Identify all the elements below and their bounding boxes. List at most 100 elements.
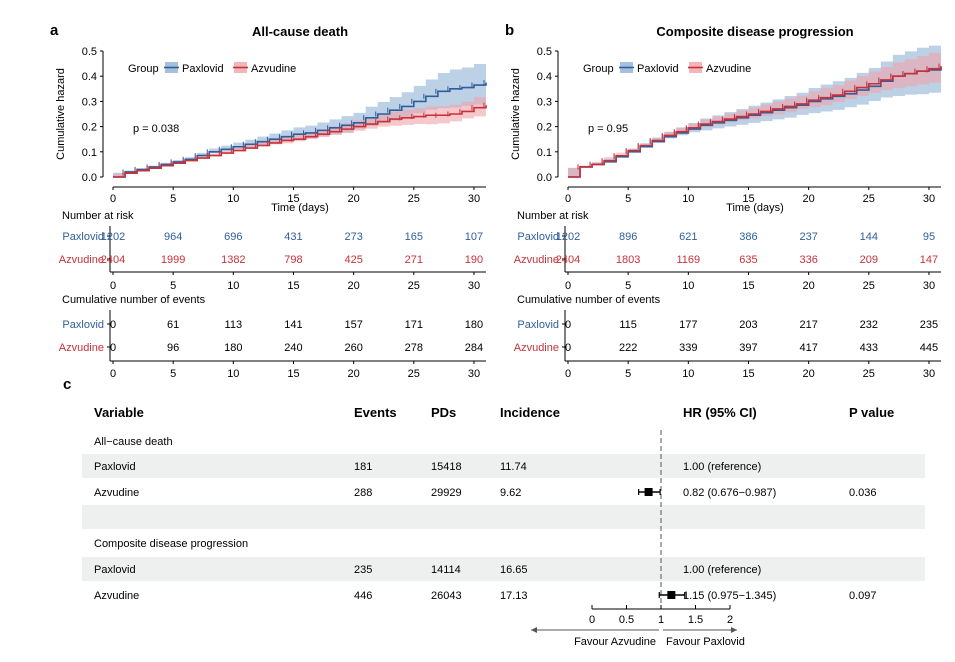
forest-x-tick-label: 1 <box>658 614 664 626</box>
p-value: p = 0.038 <box>133 123 179 135</box>
events-value-paxlovid: 171 <box>405 319 423 331</box>
events-value-azvudine: 180 <box>224 342 242 354</box>
row-band <box>82 557 925 581</box>
cell-events: 288 <box>354 487 372 499</box>
point-estimate <box>644 488 653 496</box>
events-value-paxlovid: 141 <box>284 319 302 331</box>
cell-variable: Composite disease progression <box>94 538 248 550</box>
events-value-azvudine: 0 <box>565 342 571 354</box>
risk-row-label-azvudine: Azvudine <box>59 254 104 266</box>
panel-tag: a <box>50 22 59 39</box>
events-x-tick-label: 0 <box>110 368 116 380</box>
forest-x-tick-label: 1.5 <box>688 614 703 626</box>
risk-x-tick-label: 30 <box>468 280 480 292</box>
risk-table-title: Number at risk <box>62 210 134 222</box>
cell-hr: 1.15 (0.975−1.345) <box>683 590 776 602</box>
legend-label-paxlovid: Paxlovid <box>637 63 679 75</box>
risk-x-tick-label: 15 <box>287 280 299 292</box>
risk-value-azvudine: 1999 <box>161 254 185 266</box>
y-axis-label: Cumulative hazard <box>55 68 67 160</box>
panel-c-forest-plot: c Variable Events PDs Incidence HR (95% CI) P … <box>63 376 925 648</box>
y-tick-label: 0.2 <box>82 122 97 134</box>
x-axis-label: Time (days) <box>726 202 784 214</box>
x-tick-label: 5 <box>625 193 631 205</box>
cell-pds: 29929 <box>431 487 462 499</box>
favour-right-label: Favour Paxlovid <box>666 636 745 648</box>
events-value-azvudine: 240 <box>284 342 302 354</box>
row-band <box>82 505 925 529</box>
y-tick-label: 0.5 <box>82 46 97 58</box>
events-x-tick-label: 15 <box>742 368 754 380</box>
risk-x-tick-label: 5 <box>625 280 631 292</box>
risk-value-paxlovid: 107 <box>465 231 483 243</box>
cell-pds: 15418 <box>431 461 462 473</box>
events-x-tick-label: 5 <box>625 368 631 380</box>
risk-value-paxlovid: 95 <box>923 231 935 243</box>
events-value-azvudine: 339 <box>679 342 697 354</box>
panel-b: b Composite disease progression Cumulative… <box>505 22 942 380</box>
events-value-paxlovid: 113 <box>225 319 243 331</box>
events-value-paxlovid: 180 <box>465 319 483 331</box>
risk-table-title: Number at risk <box>517 210 589 222</box>
panel-title: Composite disease progression <box>656 24 853 39</box>
y-axis-label: Cumulative hazard <box>510 68 522 160</box>
column-header: Incidence <box>500 405 560 420</box>
events-value-paxlovid: 177 <box>679 319 697 331</box>
risk-x-tick-label: 10 <box>227 280 239 292</box>
risk-value-azvudine: 1169 <box>676 254 700 266</box>
risk-value-paxlovid: 621 <box>679 231 697 243</box>
y-tick-label: 0.0 <box>537 172 552 184</box>
y-tick-label: 0.1 <box>82 147 97 159</box>
events-value-azvudine: 284 <box>465 342 483 354</box>
cell-hr: 1.00 (reference) <box>683 564 761 576</box>
events-value-azvudine: 397 <box>739 342 757 354</box>
x-tick-label: 20 <box>803 193 815 205</box>
series-line-azvudine <box>568 66 942 178</box>
risk-x-tick-label: 25 <box>863 280 875 292</box>
risk-value-azvudine: 1382 <box>221 254 245 266</box>
cell-variable: Paxlovid <box>94 564 136 576</box>
panel-tag: b <box>505 22 514 39</box>
events-x-tick-label: 30 <box>923 368 935 380</box>
x-tick-label: 15 <box>287 193 299 205</box>
cell-pds: 14114 <box>431 564 461 576</box>
risk-value-paxlovid: 386 <box>739 231 757 243</box>
x-tick-label: 10 <box>682 193 694 205</box>
risk-value-paxlovid: 696 <box>224 231 242 243</box>
x-tick-label: 30 <box>468 193 480 205</box>
risk-value-azvudine: 271 <box>405 254 423 266</box>
ci-band-azvudine <box>113 93 486 177</box>
events-value-paxlovid: 115 <box>619 319 637 331</box>
cell-variable: Azvudine <box>94 590 139 602</box>
events-value-azvudine: 0 <box>110 342 116 354</box>
legend-title: Group <box>128 63 159 75</box>
risk-value-azvudine: 147 <box>920 254 938 266</box>
risk-value-paxlovid: 896 <box>619 231 637 243</box>
events-x-tick-label: 20 <box>803 368 815 380</box>
events-x-tick-label: 30 <box>468 368 480 380</box>
cell-incidence: 9.62 <box>500 487 521 499</box>
risk-value-azvudine: 1803 <box>616 254 640 266</box>
x-tick-label: 30 <box>923 193 935 205</box>
events-value-azvudine: 278 <box>405 342 423 354</box>
cell-p: 0.097 <box>849 590 877 602</box>
cell-incidence: 16.65 <box>500 564 528 576</box>
risk-x-tick-label: 0 <box>565 280 571 292</box>
risk-x-tick-label: 20 <box>803 280 815 292</box>
events-row-label-azvudine: Azvudine <box>514 342 559 354</box>
column-header: P value <box>849 405 894 420</box>
cell-incidence: 17.13 <box>500 590 528 602</box>
y-tick-label: 0.1 <box>537 147 552 159</box>
cell-p: 0.036 <box>849 487 877 499</box>
x-tick-label: 25 <box>863 193 875 205</box>
risk-value-paxlovid: 237 <box>799 231 817 243</box>
forest-x-tick-label: 0.5 <box>619 614 634 626</box>
events-x-tick-label: 5 <box>170 368 176 380</box>
legend-label-paxlovid: Paxlovid <box>182 63 224 75</box>
events-value-azvudine: 96 <box>167 342 179 354</box>
panel-a: a All-cause death Cumulative hazard 0.0 0.1 0… <box>50 22 487 380</box>
events-value-paxlovid: 203 <box>739 319 757 331</box>
risk-x-tick-label: 25 <box>408 280 420 292</box>
favour-left-label: Favour Azvudine <box>574 636 656 648</box>
